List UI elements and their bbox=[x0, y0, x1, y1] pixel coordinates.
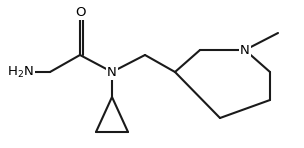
Text: N: N bbox=[240, 44, 250, 57]
Text: N: N bbox=[107, 66, 117, 78]
Text: H$_2$N: H$_2$N bbox=[7, 64, 33, 80]
Text: O: O bbox=[75, 5, 85, 18]
